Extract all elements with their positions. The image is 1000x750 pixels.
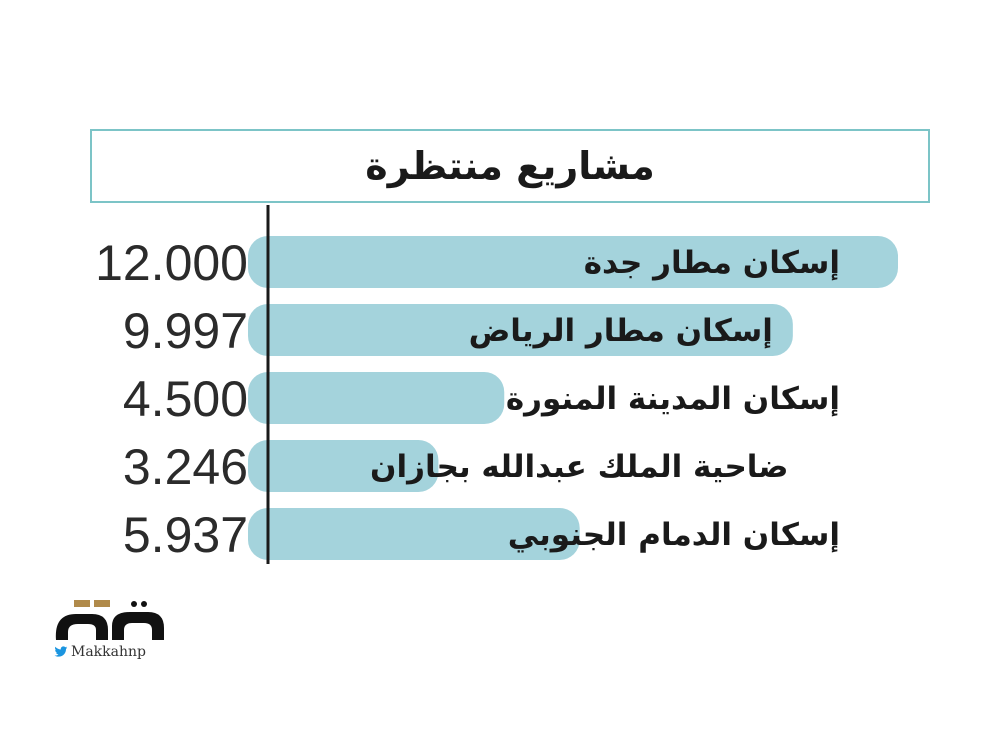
logo-mark-icon: [55, 600, 164, 640]
bar: [248, 304, 793, 356]
value-label: 9.997: [123, 303, 248, 359]
category-label: إسكان مطار جدة: [584, 245, 840, 281]
value-label: 5.937: [123, 507, 248, 563]
bar: [248, 372, 505, 424]
value-label: 4.500: [123, 371, 248, 427]
makkah-logo: Makkahnp: [52, 600, 172, 670]
category-label: إسكان المدينة المنورة: [506, 381, 840, 417]
handle-text: Makkahnp: [71, 644, 146, 660]
category-label: ضاحية الملك عبدالله بجازان: [370, 449, 788, 485]
value-label: 3.246: [123, 439, 248, 495]
social-handle[interactable]: Makkahnp: [54, 644, 146, 660]
bar: [248, 236, 898, 288]
category-label: إسكان مطار الرياض: [469, 313, 773, 349]
category-label: إسكان الدمام الجنوبي: [508, 517, 840, 553]
twitter-bird-icon: [54, 646, 68, 657]
bar: [248, 440, 439, 492]
title-box: مشاريع منتظرة: [90, 129, 930, 203]
value-label: 12.000: [95, 235, 248, 291]
bar: [248, 508, 580, 560]
chart-title: مشاريع منتظرة: [365, 144, 655, 188]
